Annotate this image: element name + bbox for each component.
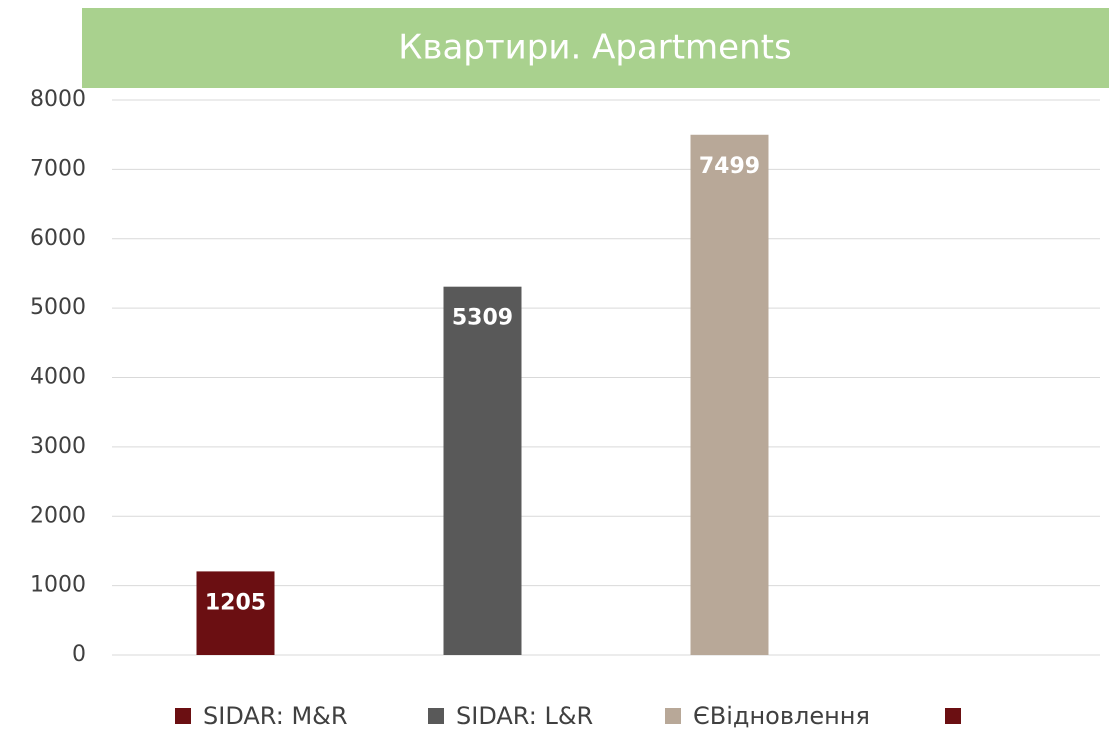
data-label: 5309 <box>452 306 513 331</box>
bar <box>443 286 522 655</box>
legend-label: ЄВідновлення <box>693 702 870 730</box>
bar <box>196 571 275 655</box>
y-tick-label: 1000 <box>30 573 86 598</box>
bar <box>690 134 769 655</box>
y-tick-label: 8000 <box>30 87 86 112</box>
y-tick-label: 5000 <box>30 295 86 320</box>
y-tick-label: 0 <box>72 642 86 667</box>
data-label: 1205 <box>205 590 266 615</box>
legend-label: SIDAR: M&R <box>203 702 348 730</box>
title-banner <box>82 8 1109 88</box>
y-tick-label: 2000 <box>30 503 86 528</box>
legend-swatch <box>428 708 444 724</box>
legend-swatch <box>945 708 961 724</box>
chart-title: Квартири. Apartments <box>398 28 791 68</box>
y-tick-label: 6000 <box>30 226 86 251</box>
y-tick-label: 4000 <box>30 365 86 390</box>
legend-swatch <box>175 708 191 724</box>
legend-swatch <box>665 708 681 724</box>
y-tick-label: 3000 <box>30 434 86 459</box>
y-tick-label: 7000 <box>30 156 86 181</box>
legend-label: SIDAR: L&R <box>456 702 593 730</box>
data-label: 7499 <box>699 154 760 179</box>
